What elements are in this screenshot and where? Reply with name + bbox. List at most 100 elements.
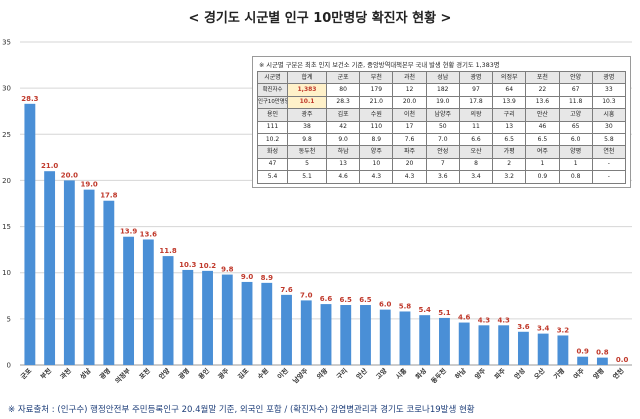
table-cell: 0.8: [558, 170, 593, 184]
source-footnote: ※ 자료출처 : (인구수) 행정안전부 주민등록인구 20.4월말 기준, 외…: [8, 405, 475, 415]
y-tick-label: 35: [2, 39, 11, 47]
value-label: 6.6: [320, 295, 333, 303]
table-cell: -: [591, 157, 627, 172]
table-cell: 화성: [257, 145, 288, 159]
table-cell: 안양: [558, 70, 593, 85]
table-cell: -: [591, 170, 627, 184]
bar: [241, 281, 253, 365]
x-tick-label: 화성: [413, 366, 428, 381]
bar: [478, 325, 490, 365]
table-cell: 5.1: [287, 170, 327, 184]
table-row-rate: 10.2 9.8 9.0 8.9 7.6 7.0 6.6 6.5 6.5 6.0 5.8: [257, 132, 627, 147]
table-cell: 7: [425, 157, 460, 172]
table-cell: 6.6: [458, 132, 494, 147]
bar: [142, 239, 154, 365]
x-tick-label: 고양: [374, 366, 389, 381]
table-cell: 46: [525, 120, 560, 134]
table-cell: 6.5: [525, 132, 560, 147]
table-cell: 동두천: [287, 145, 327, 159]
table-cell: 연천: [591, 145, 627, 159]
x-tick-label: 부천: [38, 366, 53, 381]
x-tick-label: 이천: [275, 366, 290, 381]
table-cell: 수원: [359, 108, 394, 122]
table-cell: 김포: [325, 108, 361, 122]
x-tick-label: 의왕: [315, 366, 330, 381]
value-label: 0.9: [576, 348, 589, 356]
x-tick-label: 동두천: [429, 366, 448, 385]
table-cell: 182: [425, 83, 460, 97]
chart-title: < 경기도 시군별 인구 10만명당 확진자 현황 >: [188, 11, 452, 26]
value-label: 8.9: [261, 274, 274, 282]
bar: [103, 200, 115, 365]
x-tick-label: 포천: [137, 366, 152, 381]
bar: [439, 317, 450, 365]
table-cell: 5.4: [257, 170, 288, 184]
table-cell: 11: [458, 120, 494, 134]
value-label: 0.8: [596, 349, 609, 357]
value-label: 9.0: [241, 273, 254, 281]
table-cell: 4.3: [392, 170, 427, 184]
table-cell: 17.8: [458, 95, 494, 110]
table-cell: 8: [458, 157, 494, 172]
bar: [399, 311, 411, 365]
table-cell: 17: [392, 120, 427, 134]
value-label: 7.0: [300, 291, 313, 299]
table-cell: 8.9: [359, 132, 394, 147]
bar: [596, 357, 608, 365]
table-cell: 6.5: [492, 132, 527, 147]
y-tick-label: 0: [7, 362, 11, 370]
x-tick-label: 양평: [591, 366, 606, 381]
table-cell: 10.2: [257, 132, 288, 147]
value-label: 5.4: [419, 306, 432, 314]
value-label: 13.9: [120, 228, 137, 236]
table-cell: 42: [325, 120, 361, 134]
x-tick-label: 시흥: [394, 366, 409, 381]
table-cell: 47: [257, 157, 288, 172]
value-label: 28.3: [21, 95, 38, 103]
value-label: 21.0: [41, 162, 58, 170]
table-cell: 1,383: [287, 83, 327, 97]
table-cell: 4.6: [325, 170, 361, 184]
table-row-hdr: 시군명 합계 군포 부천 과천 성남 광명 의정부 포천 안양 광명: [257, 70, 627, 85]
value-label: 11.8: [159, 247, 176, 255]
x-tick-label: 광명: [176, 366, 191, 381]
value-label: 4.3: [478, 316, 491, 324]
bar: [83, 189, 95, 365]
table-cell: 30: [591, 120, 627, 134]
bar: [182, 269, 194, 365]
x-tick-label: 연천: [611, 366, 626, 381]
table-row-rate: 5.4 5.1 4.6 4.3 4.3 3.6 3.4 3.2 0.9 0.8-: [257, 170, 627, 184]
table-row-cases: 확진자수 1,383 80 179 12 182 97 64 22 67 33: [257, 83, 627, 97]
table-row-cases: 47 5 13 10 20 7 8 2 1 1-: [257, 157, 627, 172]
bar: [537, 333, 549, 365]
table-cell: 의정부: [492, 70, 527, 85]
table-cell: 여주: [525, 145, 560, 159]
table-cell: 인구10만명당: [257, 95, 288, 110]
bar: [162, 256, 174, 365]
table-cell: 13.9: [492, 95, 527, 110]
value-label: 3.6: [517, 323, 530, 331]
table-cell: 시흥: [591, 108, 627, 122]
bar: [63, 180, 75, 365]
x-tick-label: 가평: [551, 366, 566, 381]
table-cell: 광명: [458, 70, 494, 85]
y-tick-label: 15: [2, 223, 11, 231]
value-label: 6.5: [340, 296, 353, 304]
table-cell: 10.3: [591, 95, 627, 110]
table-cell: 부천: [359, 70, 394, 85]
table-cell: 179: [359, 83, 394, 97]
table-cell: 38: [287, 120, 327, 134]
bar: [340, 305, 352, 365]
bar: [517, 331, 529, 365]
bar: [261, 282, 273, 365]
table-cell: 3.6: [425, 170, 460, 184]
table-cell: 3.4: [458, 170, 494, 184]
table-row-cases: 111 38 42 110 17 50 11 13 46 65 30: [257, 120, 627, 134]
x-tick-label: 안양: [157, 366, 172, 381]
bar: [221, 274, 233, 365]
x-tick-label: 안성: [512, 366, 527, 381]
value-label: 20.0: [61, 171, 78, 179]
y-axis: 0 5 10 15 20 25 30 35: [2, 39, 11, 370]
x-tick-label: 광명: [97, 366, 112, 381]
table-cell: 4.3: [359, 170, 394, 184]
